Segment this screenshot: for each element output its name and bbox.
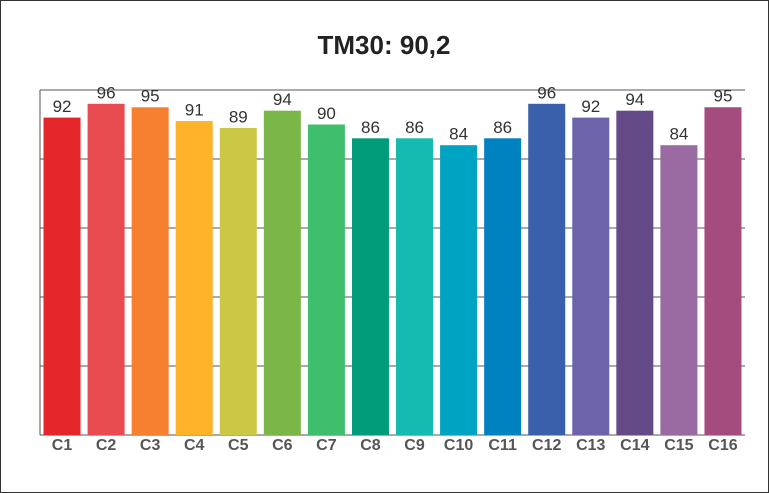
chart-title: TM30: 90,2	[318, 30, 451, 60]
x-tick-label: C14	[620, 437, 649, 454]
bar	[396, 138, 434, 436]
bar	[440, 145, 478, 435]
bar	[43, 117, 81, 435]
bar	[528, 103, 566, 436]
bar	[131, 107, 169, 435]
x-tick-label: C16	[708, 437, 737, 454]
x-tick-label: C13	[576, 437, 605, 454]
bar	[484, 138, 522, 436]
x-tick-label: C4	[184, 437, 205, 454]
bar	[572, 117, 610, 435]
data-label: 96	[537, 83, 556, 102]
data-label: 91	[185, 101, 204, 120]
x-tick-label: C9	[404, 437, 425, 454]
data-label: 84	[669, 125, 688, 144]
data-label: 96	[97, 83, 116, 102]
bar	[616, 110, 654, 435]
bar	[263, 110, 301, 435]
x-tick-label: C8	[360, 437, 381, 454]
bar	[351, 138, 389, 436]
data-label: 86	[493, 118, 512, 137]
x-tick-label: C11	[488, 437, 517, 454]
data-label: 92	[53, 97, 72, 116]
data-label: 94	[273, 90, 292, 109]
x-tick-label: C2	[96, 437, 117, 454]
bar	[175, 121, 213, 436]
x-tick-label: C1	[52, 437, 73, 454]
data-label: 94	[625, 90, 644, 109]
data-label: 95	[714, 87, 733, 106]
data-label: 86	[361, 118, 380, 137]
data-label: 95	[141, 87, 160, 106]
x-tick-label: C5	[228, 437, 249, 454]
bar	[704, 107, 742, 435]
data-label: 84	[449, 125, 468, 144]
x-tick-label: C3	[140, 437, 161, 454]
x-tick-label: C7	[316, 437, 337, 454]
data-label: 92	[581, 97, 600, 116]
x-tick-label: C12	[532, 437, 561, 454]
x-tick-label: C6	[272, 437, 293, 454]
data-label: 90	[317, 104, 336, 123]
bar	[307, 124, 345, 435]
bar	[219, 127, 257, 435]
x-tick-label: C10	[444, 437, 473, 454]
data-label: 86	[405, 118, 424, 137]
data-label: 89	[229, 107, 248, 126]
x-tick-label: C15	[664, 437, 693, 454]
bar	[87, 103, 125, 436]
bar	[660, 145, 698, 435]
